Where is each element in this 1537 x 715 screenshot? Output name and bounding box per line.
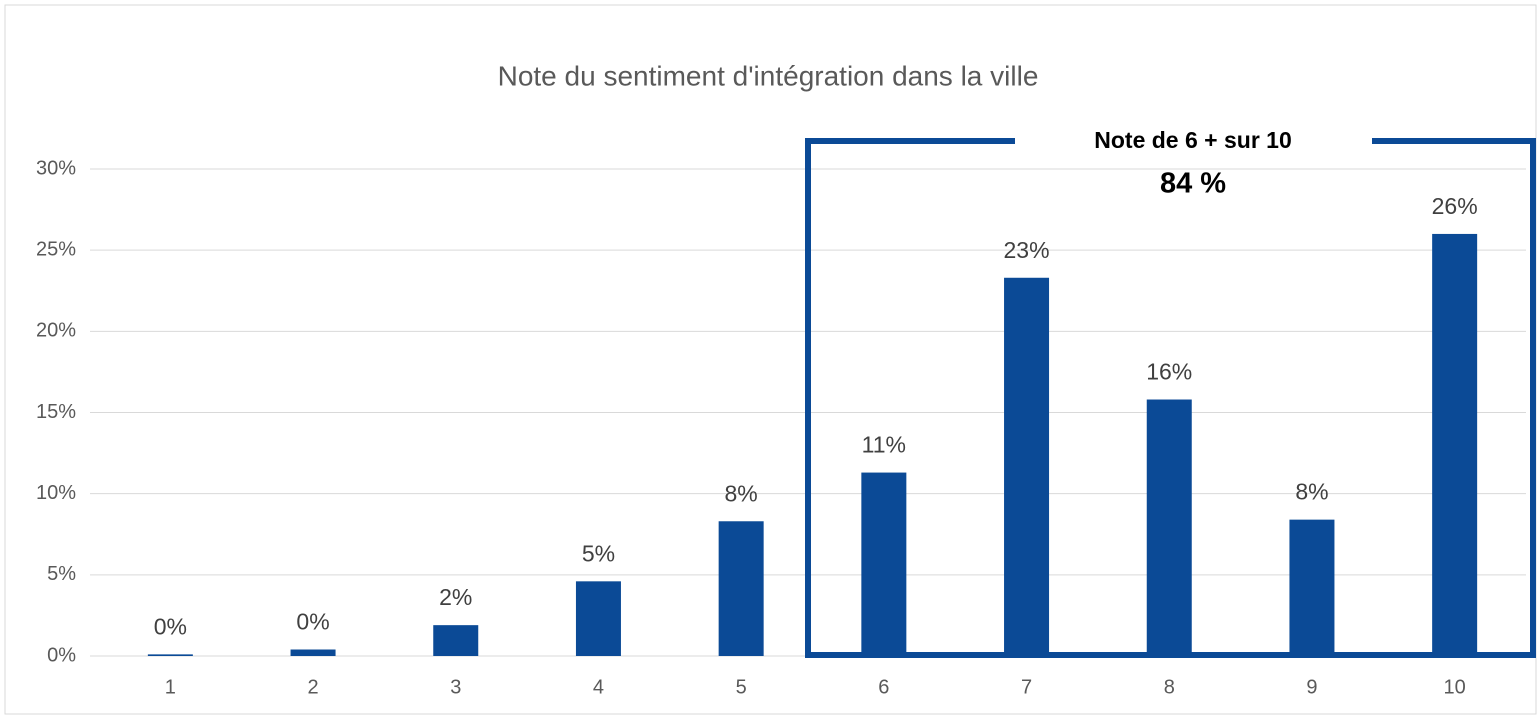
highlight-box bbox=[805, 138, 1536, 658]
bar bbox=[575, 581, 621, 656]
x-tick-label: 10 bbox=[1444, 676, 1466, 698]
x-tick-label: 5 bbox=[736, 676, 747, 698]
x-tick-label: 2 bbox=[307, 676, 318, 698]
bar bbox=[1289, 519, 1335, 656]
data-label: 11% bbox=[862, 432, 906, 458]
data-label: 0% bbox=[296, 609, 329, 635]
data-label: 26% bbox=[1432, 193, 1478, 219]
y-tick-label: 30% bbox=[36, 157, 76, 179]
y-tick-label: 20% bbox=[36, 320, 76, 342]
x-tick-label: 8 bbox=[1164, 676, 1175, 698]
data-label: 8% bbox=[725, 480, 758, 506]
bar bbox=[1004, 277, 1050, 656]
x-tick-label: 7 bbox=[1021, 676, 1032, 698]
bar bbox=[1432, 233, 1478, 656]
x-tick-label: 1 bbox=[165, 676, 176, 698]
bar bbox=[147, 654, 193, 656]
y-tick-label: 10% bbox=[36, 482, 76, 504]
y-tick-label: 15% bbox=[36, 401, 76, 423]
bar bbox=[718, 521, 764, 656]
x-tick-label: 6 bbox=[878, 676, 889, 698]
data-label: 23% bbox=[1004, 237, 1050, 263]
data-label: 2% bbox=[439, 584, 472, 610]
bar bbox=[1146, 399, 1192, 656]
x-tick-label: 4 bbox=[593, 676, 604, 698]
annotation-title: Note de 6 + sur 10 bbox=[1094, 127, 1292, 153]
bar bbox=[290, 649, 336, 656]
annotation-value: 84 % bbox=[1160, 168, 1226, 200]
data-label: 8% bbox=[1295, 479, 1328, 505]
data-label: 16% bbox=[1146, 359, 1192, 385]
bar bbox=[433, 625, 479, 656]
y-tick-label: 25% bbox=[36, 238, 76, 260]
chart-title: Note du sentiment d'intégration dans la … bbox=[498, 60, 1039, 91]
data-label: 5% bbox=[582, 540, 615, 566]
x-tick-label: 9 bbox=[1306, 676, 1317, 698]
data-label: 0% bbox=[154, 613, 187, 639]
chart-frame bbox=[4, 4, 1537, 715]
y-tick-label: 0% bbox=[47, 644, 76, 666]
bar bbox=[861, 472, 907, 656]
y-tick-label: 5% bbox=[47, 563, 76, 585]
x-tick-label: 3 bbox=[450, 676, 461, 698]
